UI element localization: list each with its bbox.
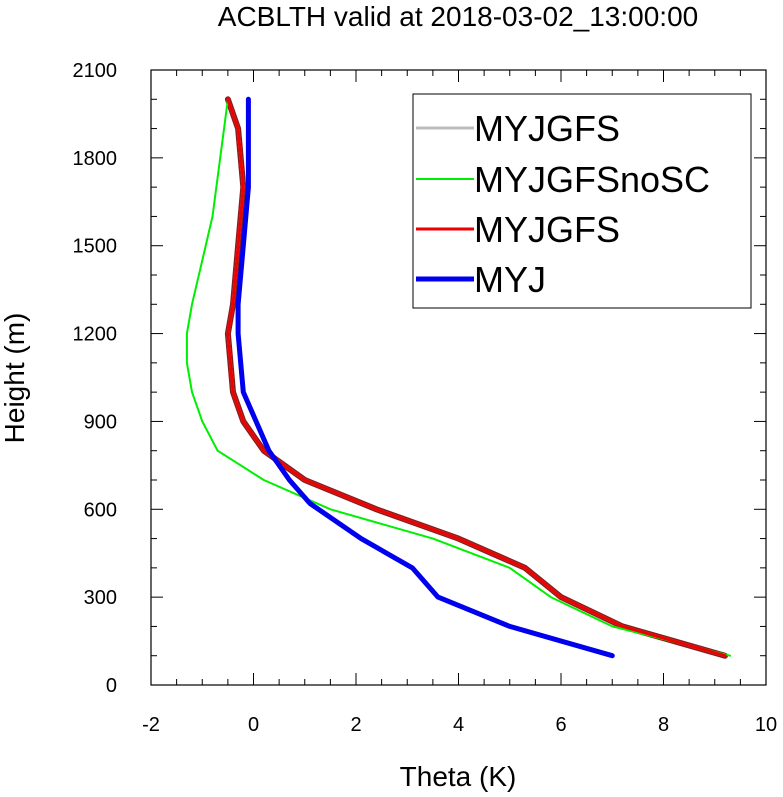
series-line-2: [185, 98, 732, 657]
legend-box: [412, 93, 752, 309]
x-tick-label: 10: [755, 714, 777, 736]
x-tick-label: 2: [350, 714, 361, 736]
y-tick-label: 0: [106, 675, 117, 697]
y-tick-label: 2100: [73, 60, 118, 82]
series-line-4: [235, 96, 615, 659]
y-tick-label: 1500: [73, 236, 118, 258]
x-tick-label: 6: [555, 714, 566, 736]
series-layer: [185, 96, 732, 659]
y-axis-title: Height (m): [0, 313, 30, 444]
y-tick-label: 900: [84, 411, 117, 433]
y-axis: 0 300 600 900 1200 1500 1800 2100: [73, 60, 766, 697]
x-tick-label: 8: [658, 714, 669, 736]
legend: MYJGFS MYJGFSnoSC MYJGFS MYJ: [412, 93, 752, 309]
series-line-3: [226, 97, 727, 658]
y-tick-label: 600: [84, 499, 117, 521]
y-tick-label: 1200: [73, 324, 118, 346]
chart-title: ACBLTH valid at 2018-03-02_13:00:00: [218, 1, 698, 32]
x-axis-title: Theta (K): [400, 761, 517, 792]
legend-label: MYJGFSnoSC: [474, 159, 710, 200]
legend-label: MYJGFS: [474, 209, 620, 250]
legend-label: MYJGFS: [474, 108, 620, 149]
y-tick-label: 1800: [73, 148, 118, 170]
x-axis: -2 0 2 4 6 8 10: [142, 70, 777, 736]
x-tick-label: 0: [248, 714, 259, 736]
x-tick-label: 4: [453, 714, 464, 736]
legend-label: MYJ: [474, 259, 546, 300]
x-tick-label: -2: [142, 714, 160, 736]
y-tick-label: 300: [84, 587, 117, 609]
